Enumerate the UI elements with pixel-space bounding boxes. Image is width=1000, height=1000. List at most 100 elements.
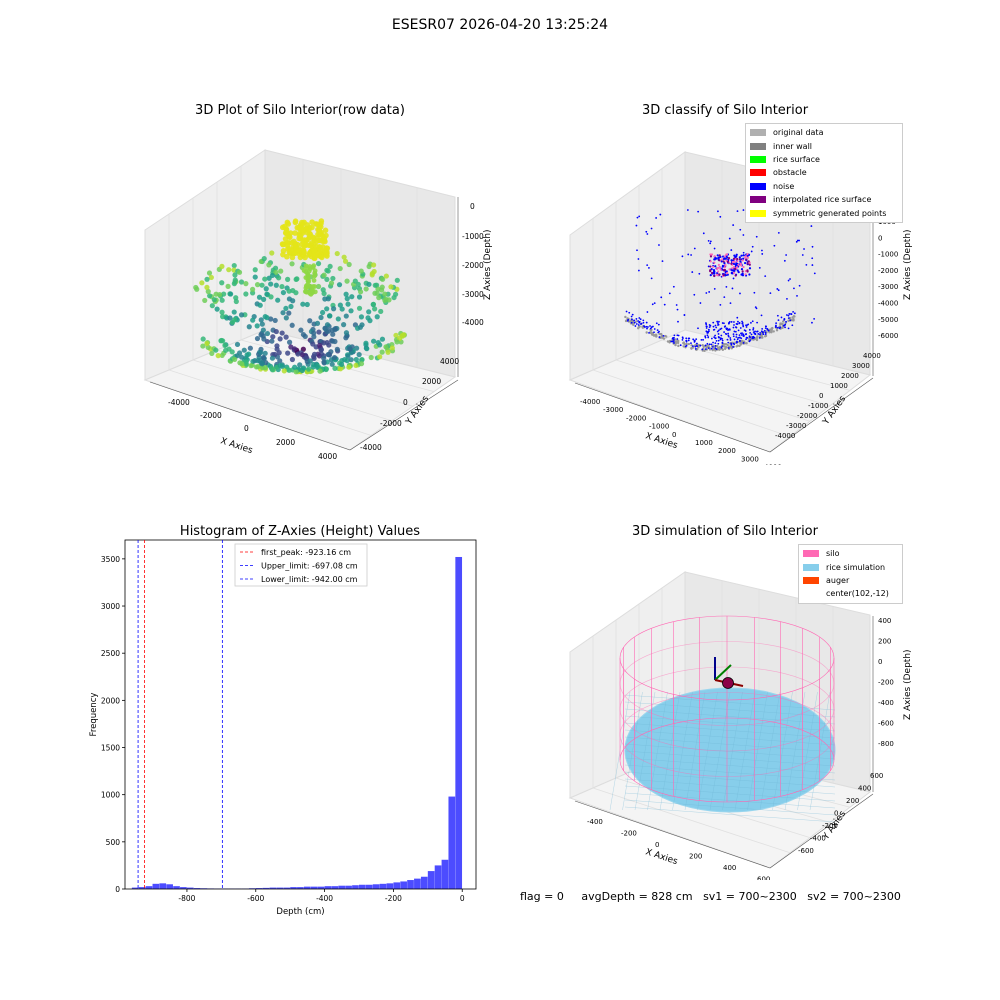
raw-data-point [287, 234, 293, 241]
raw-data-point [312, 253, 318, 259]
noise-point [765, 325, 767, 328]
classified-point [737, 263, 740, 266]
noise-point [785, 314, 788, 316]
raw-data-point [266, 262, 272, 268]
raw-data-point [303, 283, 309, 289]
noise-point [645, 325, 648, 328]
classified-point [718, 254, 721, 257]
noise-point [764, 275, 767, 278]
noise-point [707, 328, 710, 331]
raw-data-point [339, 306, 345, 312]
panel1-title: 3D Plot of Silo Interior(row data) [195, 103, 405, 118]
p2-ytick: 4000 [863, 352, 881, 360]
raw-data-point [270, 334, 276, 340]
inner-wall-point [725, 346, 728, 349]
raw-data-point [321, 340, 327, 346]
raw-data-point [206, 270, 213, 276]
inner-wall-point [780, 326, 784, 330]
raw-data-point [286, 339, 293, 345]
raw-data-point [252, 358, 258, 364]
p1-xtick: 2000 [276, 438, 295, 447]
noise-point [732, 277, 735, 280]
noise-point [798, 239, 801, 242]
panel3-title: Histogram of Z-Axies (Height) Values [179, 524, 421, 539]
noise-point [751, 245, 754, 248]
histogram-bar [138, 887, 146, 889]
noise-point [657, 323, 660, 326]
raw-data-point [295, 351, 301, 357]
noise-point [785, 320, 787, 323]
raw-data-point [300, 228, 307, 234]
raw-data-point [305, 271, 310, 277]
raw-data-point [279, 224, 286, 231]
noise-point [630, 318, 633, 321]
raw-data-point [371, 338, 377, 344]
noise-point [783, 318, 786, 321]
raw-data-point [376, 295, 382, 301]
p1-xtick: 0 [244, 424, 249, 433]
noise-point [737, 329, 740, 332]
noise-point [787, 279, 790, 282]
raw-data-point [383, 273, 389, 279]
classified-point [738, 258, 741, 261]
panel3-histogram: -800 -600 -400 -200 0 0 500 1000 1500 2000 2500 300… [89, 539, 477, 917]
noise-point [736, 338, 739, 341]
p4-ytick: 0 [834, 810, 838, 818]
raw-data-point [289, 322, 295, 328]
noise-point [707, 347, 710, 350]
raw-data-point [257, 302, 263, 308]
raw-data-point [256, 294, 263, 300]
raw-data-point [281, 368, 287, 374]
noise-point [787, 327, 790, 330]
noise-point [701, 348, 704, 351]
p2-ytick: -1000 [808, 402, 828, 410]
noise-point [760, 330, 763, 333]
noise-point [733, 338, 736, 341]
raw-data-point [220, 314, 226, 320]
noise-point [728, 321, 731, 323]
noise-point [787, 314, 790, 317]
panel2-legend: original data inner wall rice surface obsta… [745, 123, 903, 223]
raw-data-point [234, 341, 241, 348]
raw-data-point [386, 297, 392, 303]
raw-data-point [401, 332, 407, 338]
noise-point [717, 339, 720, 342]
raw-data-point [317, 247, 324, 254]
raw-data-point [298, 327, 304, 333]
noise-point [640, 323, 642, 325]
legend-swatch [750, 155, 766, 163]
noise-point [685, 337, 688, 340]
classified-point [739, 264, 743, 267]
raw-data-point [318, 347, 324, 353]
raw-data-point [292, 247, 299, 253]
noise-point [759, 332, 762, 334]
noise-point [732, 342, 735, 345]
raw-data-point [311, 334, 317, 340]
raw-data-point [231, 309, 237, 315]
noise-point [713, 247, 716, 250]
raw-data-point [310, 364, 316, 370]
raw-data-point [318, 314, 324, 321]
p2-xtick: 3000 [741, 455, 759, 463]
raw-data-point [272, 317, 278, 324]
raw-data-point [331, 306, 337, 312]
raw-data-point [243, 291, 249, 297]
raw-data-point [328, 280, 335, 286]
raw-data-point [321, 272, 327, 278]
noise-point [739, 327, 742, 329]
raw-data-point [211, 297, 217, 303]
raw-data-point [304, 301, 310, 308]
noise-point [699, 344, 702, 347]
classified-point [746, 270, 749, 273]
noise-point [754, 330, 756, 333]
p1-ytick: 4000 [440, 357, 459, 366]
classified-point [740, 267, 744, 271]
raw-data-point [324, 306, 330, 312]
raw-data-point [286, 367, 292, 373]
inner-wall-point [755, 338, 759, 342]
noise-point [710, 337, 713, 340]
raw-data-point [354, 345, 360, 351]
inner-wall-point [664, 334, 667, 338]
classified-point [736, 257, 739, 261]
noise-point [705, 323, 708, 326]
